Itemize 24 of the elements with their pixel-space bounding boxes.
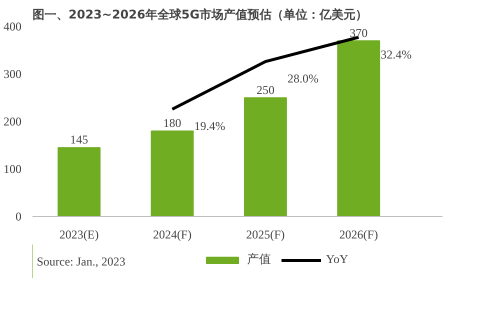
x-tick-label: 2023(E) bbox=[59, 228, 99, 242]
data-label: 28.0% bbox=[287, 72, 318, 86]
legend-label: YoY bbox=[326, 252, 348, 267]
data-label: 180 bbox=[163, 116, 182, 130]
data-label: 32.4% bbox=[380, 47, 412, 62]
y-tick-label: 300 bbox=[4, 67, 22, 81]
source-note: Source: Jan., 2023 bbox=[36, 254, 126, 268]
bar bbox=[244, 97, 287, 216]
y-tick-label: 400 bbox=[4, 20, 22, 34]
legend-label: 产值 bbox=[247, 251, 271, 268]
x-tick-label: 2026(F) bbox=[339, 228, 378, 242]
data-label: 370 bbox=[350, 26, 368, 40]
bar bbox=[150, 130, 194, 216]
y-tick-label: 0 bbox=[16, 210, 22, 224]
chart-title: 图一、2023~2026年全球5G市场产值预估（单位：亿美元） bbox=[32, 8, 368, 22]
bar bbox=[337, 40, 380, 216]
data-label: 145 bbox=[70, 132, 88, 147]
x-tick-label: 2025(F) bbox=[246, 228, 285, 242]
y-tick-label: 100 bbox=[4, 162, 22, 176]
bar bbox=[58, 147, 101, 216]
y-tick-label: 200 bbox=[4, 114, 22, 128]
x-tick-label: 2024(F) bbox=[152, 228, 192, 242]
data-label: 250 bbox=[256, 82, 274, 97]
data-label: 19.4% bbox=[194, 119, 226, 134]
